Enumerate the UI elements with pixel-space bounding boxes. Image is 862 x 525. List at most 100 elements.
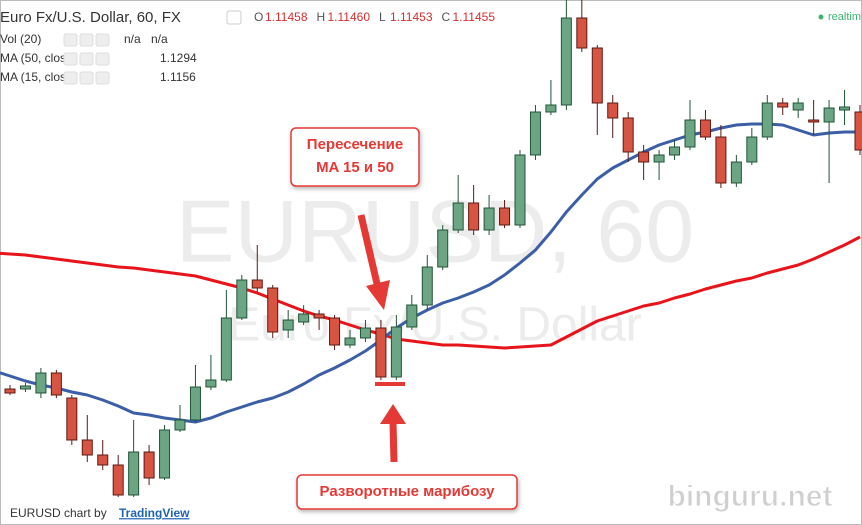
candle-body: [143, 451, 155, 479]
settings-icon[interactable]: [226, 10, 242, 25]
callout-text: Разворотные марибозу: [320, 483, 496, 500]
candle-body: [576, 17, 588, 49]
candle-body: [359, 327, 371, 339]
candle-body: [622, 117, 634, 153]
candle-body: [97, 454, 109, 466]
ohlc-label: L: [379, 10, 386, 24]
moving-average: [0, 235, 861, 350]
candle-body: [761, 102, 773, 138]
candle-body: [282, 319, 294, 331]
candle-body: [4, 388, 16, 394]
ohlc-label: H: [317, 10, 326, 24]
legend: Euro Fx/U.S. Dollar, 60, FX realtim Vol …: [0, 9, 861, 85]
candle-body: [499, 207, 511, 226]
callout-box: [290, 127, 420, 187]
candle-body: [839, 106, 851, 111]
candle-body: [421, 266, 433, 306]
candle-body: [746, 136, 758, 163]
candle-body: [329, 317, 341, 346]
annotations: Пересечение MA 15 и 50 Разворотные мариб…: [290, 127, 518, 510]
candle-body: [607, 102, 619, 119]
candle-body: [808, 119, 820, 123]
candle-body: [220, 317, 232, 381]
legend-value: 1.1156: [160, 70, 196, 84]
footer-link[interactable]: TradingView: [119, 506, 190, 520]
legend-label: MA (50, close): [0, 51, 77, 65]
candle-body: [159, 429, 171, 479]
candle-body: [669, 146, 681, 156]
candle-body: [313, 313, 325, 319]
candle-body: [638, 151, 650, 163]
candle-body: [128, 451, 140, 496]
callout-box: [296, 474, 518, 510]
indicator-button[interactable]: [95, 52, 110, 66]
candle-body: [483, 207, 495, 231]
candle-body: [112, 464, 124, 496]
candle-body: [66, 397, 78, 441]
candle-body: [792, 102, 804, 111]
candle-body: [406, 304, 418, 328]
plot-area: [0, 0, 862, 497]
indicator-button[interactable]: [63, 33, 78, 47]
ohlc-value: 1.11453: [390, 10, 433, 24]
candle-body: [699, 119, 711, 138]
candle-body: [390, 326, 402, 378]
candle-body: [560, 17, 572, 106]
ohlc-value: 1.11460: [328, 10, 371, 24]
legend-label: MA (15, close): [0, 70, 77, 84]
candle-body: [730, 161, 742, 184]
status-dot: [818, 14, 824, 20]
candle-body: [514, 154, 526, 226]
candle-body: [267, 287, 279, 333]
candle-body: [189, 386, 201, 421]
candle-body: [529, 111, 541, 156]
candle-body: [205, 379, 217, 388]
candle-body: [35, 372, 47, 394]
legend-value: 1.1294: [160, 51, 197, 65]
candle-body: [653, 154, 665, 163]
candle-body: [236, 279, 248, 319]
candle-body: [251, 279, 263, 289]
ohlc-label: O: [254, 10, 263, 24]
arrow-head: [366, 280, 390, 310]
indicator-value: n/a: [151, 32, 168, 46]
arrow: [389, 421, 398, 463]
indicator-name: Vol (20): [0, 32, 41, 46]
candle-body: [715, 136, 727, 184]
arrow: [357, 214, 382, 289]
ohlc-value: 1.11458: [265, 10, 308, 24]
indicator-button[interactable]: [95, 33, 110, 47]
candle-body: [19, 385, 31, 390]
indicator-button[interactable]: [95, 71, 110, 85]
candle-body: [452, 202, 464, 231]
callout-text: MA 15 и 50: [316, 159, 394, 176]
ohlc-value: 1.11455: [453, 10, 496, 24]
callout-text: Пересечение: [307, 136, 403, 153]
candle-body: [50, 372, 62, 396]
indicator-button[interactable]: [79, 52, 94, 66]
ohlc-label: C: [442, 10, 451, 24]
candle-body: [298, 313, 310, 323]
candle-body: [174, 419, 186, 431]
candle-body: [823, 107, 835, 123]
arrow-head: [380, 404, 406, 424]
indicator-button[interactable]: [63, 71, 78, 85]
candle-body: [684, 119, 696, 148]
footer-text: EURUSD chart by: [10, 506, 107, 520]
candle-body: [777, 102, 789, 108]
candle-body: [591, 47, 603, 104]
status: realtim: [828, 11, 861, 23]
chart-title: Euro Fx/U.S. Dollar, 60, FX: [0, 9, 181, 26]
candle-body: [344, 337, 356, 346]
candle-body: [375, 327, 387, 378]
candle-body: [854, 111, 862, 151]
watermark-symbol: EURUSD, 60: [176, 181, 694, 280]
indicator-button[interactable]: [63, 52, 78, 66]
candle-body: [545, 104, 557, 113]
indicator-button[interactable]: [79, 71, 94, 85]
indicator-button[interactable]: [79, 33, 94, 47]
indicator-value: n/a: [124, 32, 141, 46]
candle-body: [437, 229, 449, 268]
